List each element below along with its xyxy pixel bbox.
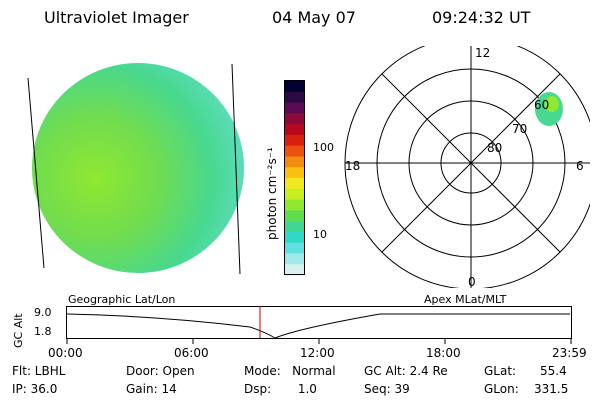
x-tick-0600: 06:00	[174, 346, 209, 360]
x-tick-2359: 23:59	[552, 346, 587, 360]
colorbar-segment	[285, 81, 304, 93]
colorbar-label: photon cm⁻²s⁻¹	[265, 147, 279, 240]
x-tick-0000: 00:00	[48, 346, 83, 360]
y-tick-1.8: 1.8	[34, 325, 52, 338]
colorbar-segment	[285, 221, 304, 233]
earth-disk	[32, 63, 244, 273]
mode-value: Mode: Normal	[244, 364, 336, 378]
colorbar-segment	[285, 199, 304, 211]
date-label: 04 May 07	[272, 8, 356, 27]
gc-alt-axis-title: GC Alt	[12, 313, 25, 348]
colorbar-segment	[285, 210, 304, 222]
geo-latlon-label: Geographic Lat/Lon	[68, 293, 176, 306]
x-tick-1800: 18:00	[426, 346, 461, 360]
ip-value: IP: 36.0	[12, 382, 58, 396]
ring-label-70: 70	[512, 122, 527, 136]
colorbar-segment	[285, 156, 304, 168]
window-title: Ultraviolet Imager	[44, 8, 189, 27]
colorbar-segment	[285, 124, 304, 136]
time-label: 09:24:32 UT	[432, 8, 531, 27]
colorbar-tick-10: 10	[313, 228, 327, 241]
polar-plot: 80 70 60 12 18 6 0	[344, 46, 590, 288]
mlt-label-6: 6	[576, 159, 584, 173]
mlt-label-12: 12	[475, 46, 490, 60]
colorbar-segment	[285, 102, 304, 114]
door-value: Door: Open	[126, 364, 195, 378]
colorbar-segment	[285, 113, 304, 125]
colorbar-segment	[285, 167, 304, 179]
mlt-label-18: 18	[345, 159, 360, 173]
y-tick-9: 9.0	[34, 306, 52, 319]
colorbar-segment	[285, 134, 304, 147]
colorbar-segment	[285, 264, 304, 276]
colorbar-segment	[285, 253, 304, 265]
glon-label: GLon:	[484, 382, 519, 396]
gc-alt-value: GC Alt: 2.4 Re	[364, 364, 448, 378]
colorbar-segment	[285, 231, 304, 244]
colorbar-segment	[285, 91, 304, 104]
altitude-timeline	[66, 306, 572, 344]
colorbar-tick-100: 100	[313, 141, 334, 154]
limb-line-left	[27, 77, 45, 269]
glat-label: GLat:	[484, 364, 517, 378]
altitude-curve	[66, 313, 570, 339]
seq-value: Seq: 39	[364, 382, 410, 396]
filter-value: Flt: LBHL	[12, 364, 66, 378]
dsp-value: Dsp: 1.0	[244, 382, 317, 396]
colorbar	[284, 80, 305, 276]
colorbar-segment	[285, 188, 304, 201]
x-tick-1200: 12:00	[300, 346, 335, 360]
uv-image-panel	[27, 63, 244, 275]
limb-line-right	[231, 63, 241, 275]
glat-value: 55.4	[540, 364, 567, 378]
colorbar-segment	[285, 242, 304, 254]
colorbar-segment	[285, 145, 304, 157]
apex-mlat-mlt-label: Apex MLat/MLT	[424, 293, 507, 306]
gain-value: Gain: 14	[126, 382, 177, 396]
ring-label-80: 80	[487, 141, 502, 155]
mlt-label-0: 0	[468, 275, 476, 288]
colorbar-segment	[285, 178, 304, 190]
ring-label-60: 60	[534, 98, 549, 112]
glon-value: 331.5	[534, 382, 569, 396]
